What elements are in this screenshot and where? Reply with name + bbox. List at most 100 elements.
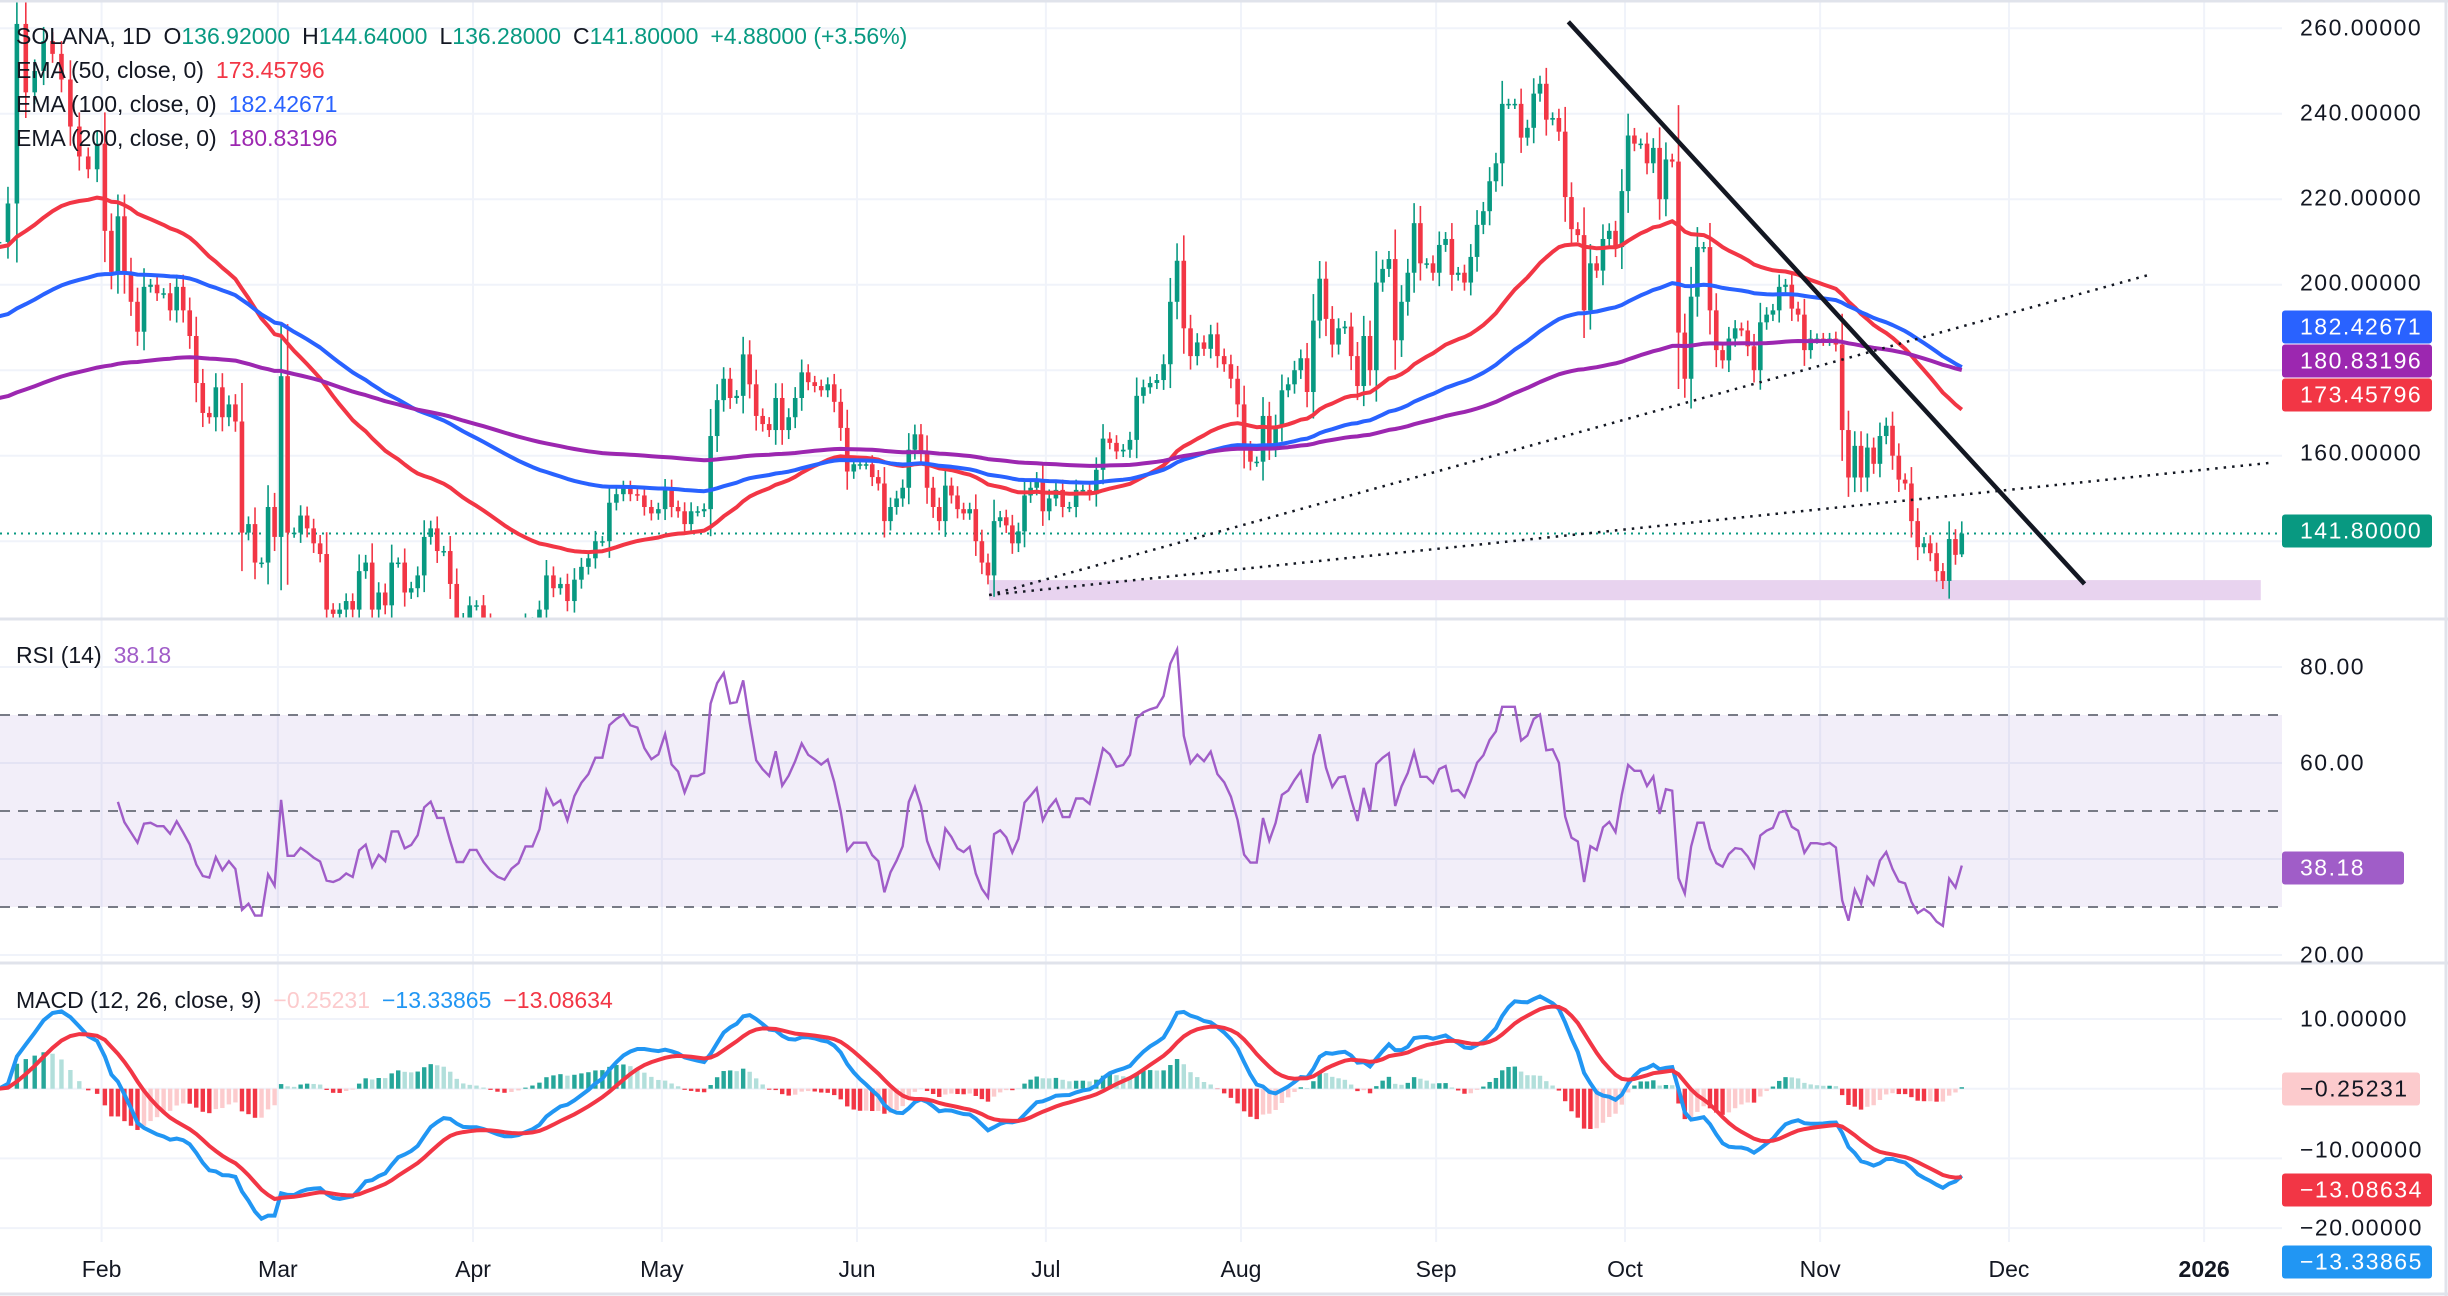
macd-histogram-bar: [793, 1088, 798, 1095]
macd-histogram-bar: [1632, 1085, 1637, 1089]
macd-histogram-bar: [454, 1078, 459, 1089]
candle-body: [799, 372, 805, 398]
candle-body: [721, 378, 726, 401]
macd-histogram-bar: [1909, 1088, 1914, 1098]
macd-histogram-bar: [845, 1088, 850, 1107]
candle-body: [1228, 364, 1234, 379]
macd-histogram-bar: [1221, 1088, 1227, 1094]
macd-tick: −10.00000: [2300, 1136, 2423, 1163]
candle-body: [753, 384, 759, 416]
candle-body: [1022, 495, 1027, 532]
rsi-tick: 80.00: [2300, 653, 2366, 680]
dotted-line-upper: [988, 274, 2148, 597]
macd-group: [0, 994, 1964, 1222]
macd-histogram-bar: [682, 1088, 687, 1090]
macd-histogram-bar: [1890, 1088, 1895, 1094]
macd-histogram-bar: [77, 1081, 82, 1089]
candle-body: [851, 464, 857, 472]
candle-body: [918, 434, 924, 452]
candle-body: [792, 397, 798, 418]
macd-histogram-bar: [1286, 1088, 1291, 1098]
macd-histogram-bar: [894, 1088, 899, 1111]
symbol-name[interactable]: SOLANA, 1D: [16, 23, 152, 49]
macd-histogram-bar: [1770, 1086, 1776, 1089]
time-label: Apr: [455, 1256, 491, 1282]
time-label: Sep: [1415, 1256, 1457, 1282]
macd-histogram-bar: [1399, 1084, 1404, 1089]
macd-histogram-bar: [1241, 1088, 1247, 1112]
macd-histogram-bar: [537, 1082, 542, 1089]
macd-histogram-bar: [435, 1065, 440, 1089]
candle-body: [1188, 328, 1193, 357]
macd-histogram-bar: [86, 1088, 91, 1091]
candle-body: [1921, 543, 1927, 548]
macd-histogram-bar: [669, 1083, 674, 1089]
candle-body: [734, 395, 739, 398]
macd-legend[interactable]: MACD (12, 26, close, 9) −0.25231 −13.33865…: [16, 986, 613, 1014]
candle-body: [154, 284, 160, 294]
macd-histogram-bar: [1695, 1088, 1700, 1112]
candle-body: [454, 583, 460, 619]
candle-body: [85, 156, 91, 170]
candle-body: [1575, 229, 1581, 236]
macd-histogram-bar: [1386, 1076, 1392, 1089]
macd-histogram-bar: [937, 1088, 942, 1097]
macd-histogram-bar: [350, 1088, 355, 1090]
macd-histogram-bar: [1808, 1084, 1813, 1089]
candle-body: [621, 487, 626, 495]
candle-body: [985, 562, 991, 576]
macd-histogram-bar: [1726, 1088, 1732, 1113]
macd-histogram-bar: [32, 1055, 37, 1089]
candle-body: [1273, 425, 1278, 446]
macd-histogram-bar: [1060, 1079, 1065, 1089]
rsi-line: [116, 644, 1963, 928]
macd-histogram-bar: [973, 1088, 978, 1096]
macd-histogram-bar: [1034, 1076, 1039, 1089]
time-label: 2026: [2178, 1256, 2230, 1282]
macd-histogram-bar: [1100, 1075, 1106, 1089]
candle-body: [1550, 117, 1555, 120]
candle-body: [14, 23, 20, 204]
macd-histogram-bar: [161, 1088, 166, 1114]
candle-body: [311, 528, 316, 544]
ema200-legend[interactable]: EMA (200, close, 0) 180.83196: [16, 124, 337, 152]
macd-histogram-bar: [1783, 1077, 1788, 1089]
ema50-legend[interactable]: EMA (50, close, 0) 173.45796: [16, 56, 325, 84]
candle-body: [912, 434, 918, 450]
macd-histogram-bar: [376, 1078, 381, 1089]
macd-histogram-bar: [1022, 1083, 1027, 1089]
candle-body: [551, 575, 556, 589]
macd-histogram-bar: [662, 1080, 668, 1089]
candle-body: [943, 485, 948, 522]
macd-histogram-bar: [317, 1084, 323, 1089]
macd-histogram-bar: [135, 1088, 140, 1130]
ema200-label: EMA (200, close, 0): [16, 125, 217, 151]
drawings[interactable]: [988, 20, 2274, 597]
macd-histogram-bar: [330, 1088, 336, 1093]
macd-histogram-bar: [1877, 1088, 1883, 1100]
macd-histogram-bar: [239, 1088, 245, 1112]
macd-histogram-bar: [1953, 1088, 1958, 1093]
macd-histogram-bar: [337, 1088, 342, 1093]
macd-histogram-bar: [115, 1088, 121, 1117]
macd-histogram-bar: [356, 1083, 362, 1089]
macd-histogram-bar: [1896, 1088, 1902, 1095]
macd-histogram-bar: [714, 1077, 720, 1089]
rsi-legend[interactable]: RSI (14) 38.18: [16, 641, 171, 669]
candle-body: [285, 376, 290, 533]
candle-body: [291, 532, 297, 535]
macd-histogram-bar: [1380, 1080, 1385, 1089]
macd-histogram-bar: [474, 1085, 479, 1089]
candle-body: [967, 509, 973, 514]
candle-body: [1147, 383, 1153, 388]
candle-body: [1046, 498, 1052, 512]
candle-body: [343, 601, 349, 610]
candle-body: [32, 70, 38, 93]
candle-body: [481, 605, 486, 619]
macd-histogram-bar: [1764, 1088, 1769, 1092]
candle-body: [59, 53, 64, 80]
ema100-legend[interactable]: EMA (100, close, 0) 182.42671: [16, 90, 337, 118]
candle-body: [1657, 147, 1662, 200]
price-tick: 200.00000: [2300, 269, 2423, 296]
